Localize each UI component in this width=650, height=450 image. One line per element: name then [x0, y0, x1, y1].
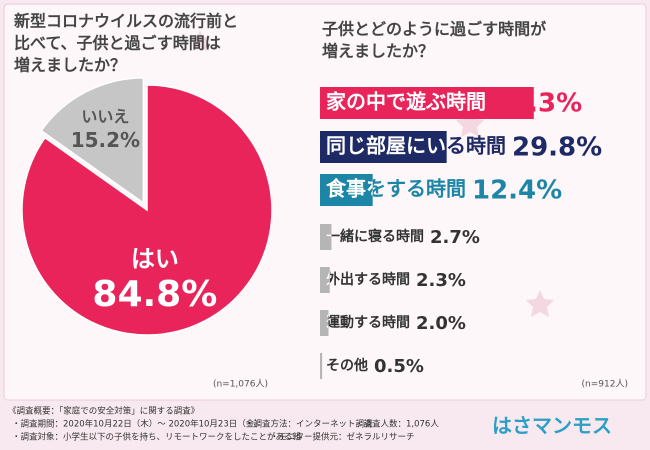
- bar: [320, 174, 373, 206]
- footer-heading: 《調査概要：「家庭での安全対策」に関する調査》: [8, 406, 199, 417]
- star-decoration: [189, 30, 211, 51]
- bar: [320, 87, 534, 119]
- chart-title: 新型コロナウイルスの流行前と: [14, 12, 238, 31]
- bar: [320, 267, 330, 293]
- bar: [320, 353, 323, 379]
- chart-title: 増えましたか？: [322, 42, 434, 61]
- category-label-inverse: 外出する時間: [326, 271, 410, 288]
- category-label: 運動する時間: [326, 314, 410, 331]
- value-label: 2.7%: [430, 227, 480, 248]
- bar: [320, 131, 447, 163]
- logo: はさマンモス: [492, 414, 612, 438]
- footer-item: ・調査人数：1,076人: [355, 419, 439, 430]
- value-label: 2.0%: [416, 313, 466, 334]
- category-label: 家の中で遊ぶ時間: [326, 90, 486, 114]
- value-label: 2.3%: [416, 270, 466, 291]
- footer-item: ・調査対象：小学生以下の子供を持ち、リモートワークをしたことがある親: [12, 432, 302, 443]
- chart-title: 比べて、子供と過ごす時間は: [14, 34, 221, 53]
- category-label: 外出する時間: [326, 271, 410, 288]
- sample-note: (n=1,076人): [213, 379, 268, 390]
- category-label: 一緒に寝る時間: [326, 228, 424, 245]
- category-label: 同じ部屋にいる時間: [326, 134, 506, 158]
- slice-value: 15.2%: [71, 128, 140, 152]
- chart-title: 子供とどのように過ごす時間が: [322, 20, 546, 39]
- footer-item: ・調査期間：2020年10月22日（木）～ 2020年10月23日（金）: [12, 419, 263, 430]
- sample-note: (n=912人): [582, 379, 628, 390]
- footer-item: ・調査方法：インターネット調査: [245, 419, 373, 430]
- chart-title: 増えましたか？: [14, 56, 126, 75]
- value-label: 29.8%: [512, 133, 602, 163]
- category-label-inverse: 食事をする時間: [326, 177, 466, 201]
- bar: [320, 224, 332, 250]
- category-label-inverse: 運動する時間: [326, 314, 410, 331]
- value-label: 50.3%: [492, 89, 582, 119]
- pie-slice: [21, 84, 273, 336]
- star-decoration: [456, 110, 484, 137]
- bar: [320, 310, 329, 336]
- category-label-inverse: 一緒に寝る時間: [326, 228, 424, 245]
- category-label-inverse: 家の中で遊ぶ時間: [326, 90, 486, 114]
- pie-slice: [40, 77, 145, 205]
- category-label-inverse: 同じ部屋にいる時間: [326, 134, 506, 158]
- category-label: 食事をする時間: [326, 177, 466, 201]
- category-label: その他: [326, 357, 368, 374]
- value-label: 0.5%: [374, 356, 424, 377]
- footer-item: ・モニター提供元：ゼネラルリサーチ: [270, 432, 415, 443]
- slice-label: いいえ: [81, 107, 129, 126]
- slice-value: 84.8%: [92, 274, 217, 315]
- value-label: 12.4%: [472, 176, 562, 206]
- star-decoration: [526, 290, 554, 317]
- slice-label: はい: [131, 245, 179, 273]
